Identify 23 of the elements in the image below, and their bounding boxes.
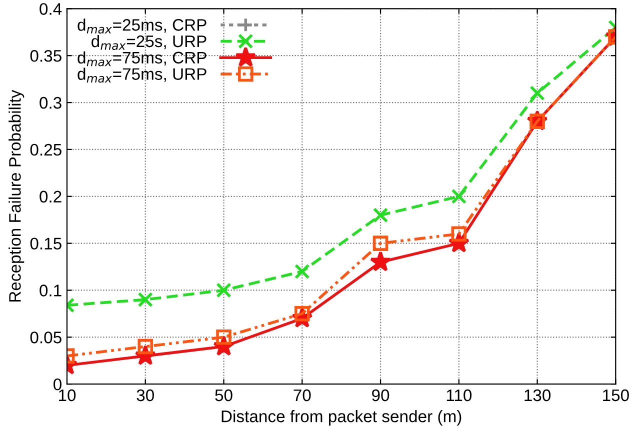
legend-label: d$_{max}$=75ms, CRP xyxy=(78,51,206,66)
x-tick-label: 110 xyxy=(446,389,472,402)
y-tick-label: 0.1 xyxy=(40,284,62,296)
legend-label: d$_{max}$=25ms, CRP xyxy=(78,18,206,34)
y-tick-label: 0.35 xyxy=(30,50,62,62)
y-tick-label: 0.2 xyxy=(40,190,62,203)
x-tick-label: 150 xyxy=(603,389,629,402)
legend-label: d$_{max}$=25s, URP xyxy=(92,34,206,50)
x-tick-label: 30 xyxy=(136,389,154,402)
x-tick-label: 10 xyxy=(58,389,76,402)
y-axis-title: Reception Failure Probability xyxy=(8,90,24,302)
y-tick-label: 0.4 xyxy=(40,3,62,15)
y-tick-label: 0.3 xyxy=(40,96,62,109)
x-axis-title: Distance from packet sender (m) xyxy=(222,410,462,426)
x-tick-label: 130 xyxy=(524,389,551,402)
y-tick-label: 0.25 xyxy=(30,144,62,156)
y-tick-label: 0 xyxy=(54,378,62,390)
x-tick-label: 50 xyxy=(215,389,232,402)
legend-label: d$_{max}$=75ms, URP xyxy=(78,68,206,83)
y-tick-label: 0.15 xyxy=(30,238,62,250)
y-tick-label: 0.05 xyxy=(30,332,62,344)
x-tick-label: 90 xyxy=(372,389,390,402)
x-tick-label: 70 xyxy=(294,389,311,402)
